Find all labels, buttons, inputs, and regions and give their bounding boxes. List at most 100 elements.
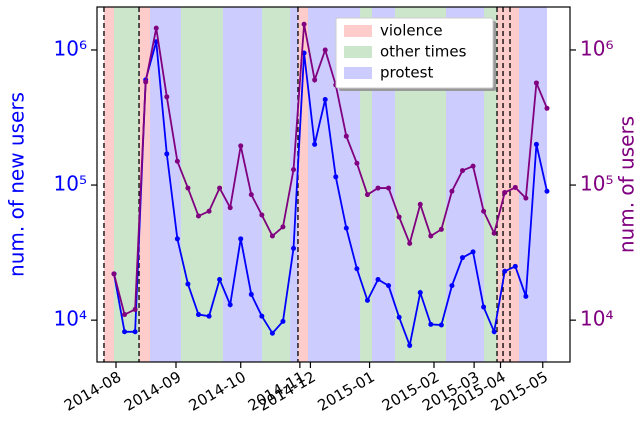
point — [502, 190, 508, 196]
point — [259, 313, 265, 319]
legend-swatch — [344, 46, 372, 58]
point — [291, 245, 297, 251]
series-line — [113, 24, 548, 316]
point — [238, 143, 244, 149]
point — [354, 266, 360, 272]
point — [227, 205, 233, 211]
x-tick-label: 2014-09 — [121, 368, 184, 415]
point — [238, 236, 244, 242]
legend-label: other times — [380, 43, 467, 61]
point — [174, 236, 180, 242]
point — [206, 313, 212, 319]
point — [375, 276, 381, 282]
point — [459, 168, 465, 174]
point — [227, 302, 233, 308]
point — [396, 214, 402, 220]
legend-swatch — [344, 25, 372, 37]
point — [143, 79, 149, 85]
point — [407, 342, 413, 348]
point — [195, 213, 201, 219]
point — [217, 276, 223, 282]
point — [280, 224, 286, 230]
point — [449, 188, 455, 194]
point — [544, 105, 550, 111]
point — [491, 230, 497, 236]
point — [301, 21, 307, 27]
point — [459, 255, 465, 261]
point — [364, 192, 370, 198]
point — [481, 304, 487, 310]
point — [386, 185, 392, 191]
point — [217, 185, 223, 191]
y-tick-label: 10⁶ — [54, 36, 87, 60]
point — [195, 312, 201, 318]
point — [291, 167, 297, 173]
x-tick-label: 2014-08 — [61, 368, 124, 415]
legend-swatch — [344, 67, 372, 79]
span — [290, 7, 298, 362]
point — [322, 47, 328, 53]
point — [502, 268, 508, 274]
point — [174, 158, 180, 164]
span — [139, 7, 151, 362]
point — [206, 208, 212, 214]
point — [396, 314, 402, 320]
point — [428, 233, 434, 239]
point — [533, 141, 539, 147]
span — [180, 7, 223, 362]
point — [132, 329, 138, 335]
point — [533, 80, 539, 86]
point — [122, 312, 128, 318]
y2-tick-label: 10⁴ — [580, 307, 613, 331]
point — [491, 329, 497, 335]
span — [497, 7, 519, 362]
point — [343, 225, 349, 231]
point — [428, 321, 434, 327]
span — [103, 7, 115, 362]
point — [269, 330, 275, 336]
point — [523, 293, 529, 299]
legend-label: protest — [380, 64, 433, 82]
point — [512, 184, 518, 190]
point — [153, 25, 159, 31]
point — [259, 212, 265, 218]
point — [449, 283, 455, 289]
point — [312, 141, 318, 147]
point — [544, 188, 550, 194]
point — [269, 233, 275, 239]
x-tick-label: 2014-10 — [186, 368, 249, 415]
point — [417, 201, 423, 207]
point — [470, 249, 476, 255]
point — [248, 291, 254, 297]
point — [407, 240, 413, 246]
legend-label: violence — [380, 22, 443, 40]
y-tick-label: 10⁴ — [54, 307, 87, 331]
legend-box — [335, 17, 494, 89]
point — [343, 133, 349, 139]
y-axis-label: num. of new users — [5, 92, 29, 277]
point — [470, 163, 476, 169]
span — [222, 7, 263, 362]
y-tick-label: 10⁵ — [54, 172, 87, 196]
y2-tick-label: 10⁶ — [580, 36, 613, 60]
point — [132, 306, 138, 312]
point — [417, 290, 423, 296]
point — [164, 151, 170, 157]
y2-axis-label: num. of users — [615, 116, 639, 253]
point — [111, 271, 117, 277]
point — [322, 96, 328, 102]
point — [164, 94, 170, 100]
point — [185, 185, 191, 191]
point — [438, 226, 444, 232]
point — [354, 160, 360, 166]
span — [371, 7, 395, 362]
point — [248, 192, 254, 198]
point — [512, 263, 518, 269]
point — [481, 208, 487, 214]
span — [262, 7, 291, 362]
y2-tick-label: 10⁵ — [580, 172, 613, 196]
point — [364, 297, 370, 303]
point — [185, 281, 191, 287]
series-line — [113, 41, 548, 349]
